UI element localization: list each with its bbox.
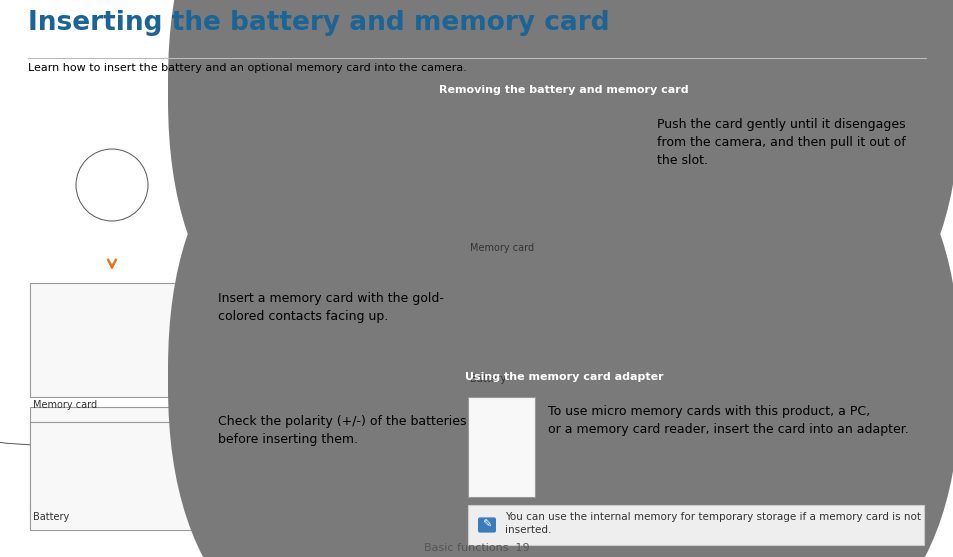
FancyBboxPatch shape [168,68,953,557]
Text: Memory card: Memory card [470,243,534,253]
Text: You can use the internal memory for temporary storage if a memory card is not
in: You can use the internal memory for temp… [504,512,920,535]
Text: Check the polarity (+/-) of the batteries
before inserting them.: Check the polarity (+/-) of the batterie… [218,415,466,446]
Text: Battery: Battery [470,374,506,384]
Text: ✎: ✎ [482,520,491,530]
Bar [30,283,205,397]
Text: Memory card: Memory card [33,400,97,410]
Bar [468,248,644,372]
Bar [30,422,203,530]
Bar [468,110,644,240]
Text: Basic functions  19: Basic functions 19 [424,543,529,553]
Text: Using the memory card adapter: Using the memory card adapter [464,373,662,383]
Bar [468,397,535,497]
Text: To use micro memory cards with this product, a PC,
or a memory card reader, inse: To use micro memory cards with this prod… [547,405,908,436]
FancyBboxPatch shape [0,0,361,445]
Text: Inserting the battery and memory card: Inserting the battery and memory card [28,10,609,36]
Text: Insert a memory card with the gold-
colored contacts facing up.: Insert a memory card with the gold- colo… [218,292,443,323]
Bar [30,407,205,510]
Circle shape [76,149,148,221]
Bar [468,505,923,545]
Bar [215,422,407,530]
FancyBboxPatch shape [168,0,953,400]
Text: Learn how to insert the battery and an optional memory card into the camera.: Learn how to insert the battery and an o… [28,63,466,73]
FancyBboxPatch shape [477,517,496,532]
Bar [30,88,174,260]
Text: Push the card gently until it disengages
from the camera, and then pull it out o: Push the card gently until it disengages… [657,118,904,167]
Text: Battery: Battery [33,512,70,522]
Text: Removing the battery and memory card: Removing the battery and memory card [438,85,688,95]
